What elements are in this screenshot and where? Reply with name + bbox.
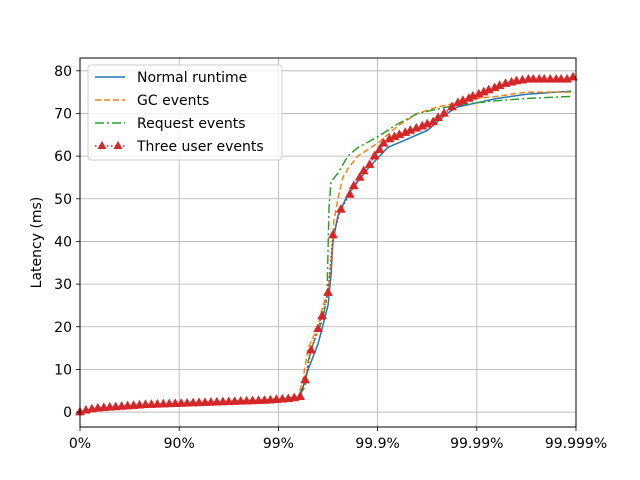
- data-point: [354, 171, 365, 181]
- series-layer: [75, 71, 578, 416]
- series-three-user-events: [75, 71, 578, 416]
- legend-label: Request events: [137, 116, 246, 132]
- x-tick-label: 90%: [164, 436, 195, 452]
- y-axis-label: Latency (ms): [29, 197, 45, 289]
- data-point: [539, 73, 550, 83]
- data-point: [378, 137, 389, 147]
- y-tick-label: 50: [54, 192, 72, 208]
- data-point: [348, 180, 359, 190]
- legend-item-normal-runtime: Normal runtime: [95, 70, 247, 86]
- y-tick-label: 20: [54, 320, 72, 336]
- y-tick-label: 60: [54, 149, 72, 165]
- x-tick-label: 99.9%: [355, 436, 399, 452]
- data-point: [358, 165, 369, 175]
- data-point: [364, 159, 375, 168]
- data-point: [556, 73, 567, 83]
- data-point: [433, 112, 444, 121]
- data-point: [344, 188, 355, 198]
- legend-item-three-user-events: Three user events: [95, 139, 264, 155]
- y-axis: 0 10 20 30 40 50 60 70 80: [54, 64, 80, 421]
- data-point: [313, 323, 324, 333]
- y-tick-label: 10: [54, 362, 72, 378]
- data-point: [545, 73, 556, 83]
- legend-item-gc-events: GC events: [95, 93, 209, 109]
- x-tick-label: 99%: [263, 436, 294, 452]
- data-point: [369, 150, 380, 160]
- data-point: [335, 203, 346, 213]
- data-point: [317, 310, 327, 320]
- plot-frame: [79, 57, 577, 428]
- data-point: [428, 116, 439, 126]
- data-point: [323, 287, 333, 296]
- y-tick-label: 80: [54, 64, 72, 80]
- x-tick-label: 0%: [69, 436, 91, 452]
- data-point: [447, 101, 457, 111]
- x-tick-label: 99.999%: [545, 436, 607, 452]
- legend-item-request-events: Request events: [95, 116, 246, 132]
- y-tick-label: 30: [54, 277, 72, 293]
- legend-label: GC events: [137, 93, 209, 109]
- data-point: [295, 391, 306, 400]
- data-point: [439, 107, 449, 117]
- series-request-events: [79, 95, 572, 413]
- data-point: [328, 229, 338, 239]
- legend-marker: [97, 141, 107, 149]
- y-tick-label: 0: [63, 405, 72, 421]
- data-point: [374, 144, 385, 153]
- series-line: [79, 95, 572, 413]
- y-tick-label: 70: [54, 106, 72, 122]
- legend-marker: [113, 141, 123, 149]
- data-point: [568, 71, 578, 81]
- legend-box: [87, 64, 283, 161]
- legend-label: Three user events: [136, 139, 264, 155]
- data-point: [528, 73, 539, 83]
- legend: Normal runtime GC events Request events Thr…: [87, 64, 283, 161]
- x-axis: 0% 90% 99% 99.9% 99.99% 99.999%: [69, 427, 607, 452]
- data-point: [300, 374, 311, 384]
- legend-label: Normal runtime: [137, 70, 247, 86]
- y-tick-label: 40: [54, 234, 72, 250]
- data-point: [306, 344, 317, 354]
- x-tick-label: 99.99%: [450, 436, 503, 452]
